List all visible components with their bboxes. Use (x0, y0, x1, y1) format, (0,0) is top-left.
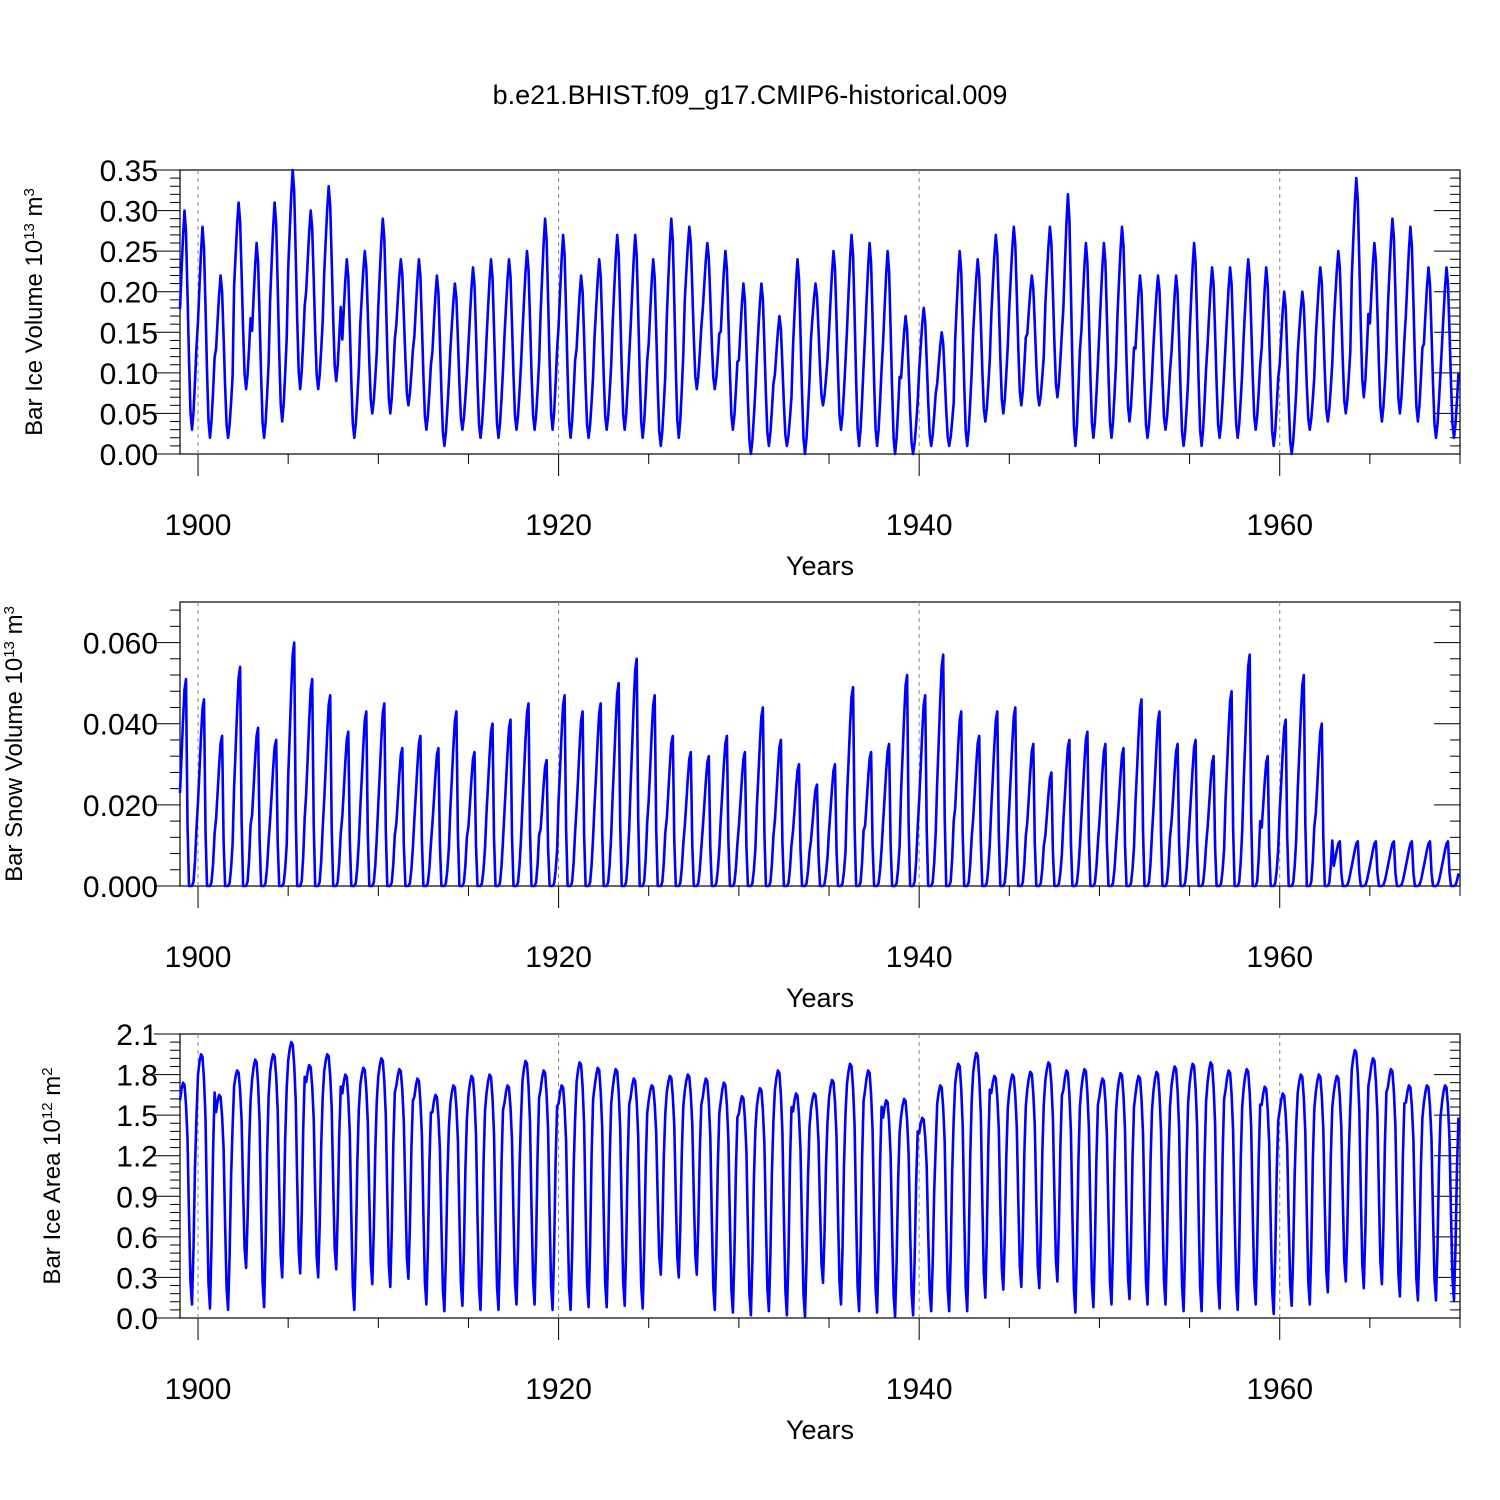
y-tick-label: 0.05 (100, 398, 158, 431)
y-axis-unit-power: 3 (1, 606, 18, 614)
series-line-snow-volume (178, 641, 1460, 888)
x-tick-label: 1940 (886, 509, 953, 542)
x-tick-label: 1920 (525, 1373, 592, 1406)
y-axis-title: Bar Snow Volume 1013 m3 (1, 606, 29, 882)
y-tick-label: 0.00 (100, 439, 158, 472)
y-axis-unit: m (39, 1076, 66, 1103)
y-axis-unit-exponent: 13 (21, 223, 38, 240)
y-tick-label: 0.060 (83, 628, 158, 661)
x-axis-title: Years (786, 1415, 854, 1445)
y-tick-label: 1.8 (116, 1060, 158, 1093)
y-tick-label: 0.30 (100, 196, 158, 229)
plot-frame-ice-volume (179, 169, 1461, 455)
x-tick-label: 1960 (1246, 509, 1313, 542)
y-axis-unit-exponent: 13 (1, 641, 18, 658)
page-title: b.e21.BHIST.f09_g17.CMIP6-historical.009 (492, 80, 1008, 110)
x-tick-label: 1940 (886, 941, 953, 974)
y-tick-label: 0.020 (83, 790, 158, 823)
series-line-ice-volume (178, 168, 1460, 456)
y-tick-label: 0.25 (100, 236, 158, 269)
y-axis-unit: m (21, 196, 48, 223)
x-tick-label: 1960 (1246, 941, 1313, 974)
x-tick-label: 1920 (525, 509, 592, 542)
y-axis-title-text: Bar Ice Area 10 (39, 1119, 66, 1284)
y-axis-title: Bar Ice Volume 1013 m3 (21, 188, 49, 436)
y-tick-label: 0.000 (83, 871, 158, 904)
x-axis-title: Years (786, 551, 854, 581)
y-axis-title-text: Bar Snow Volume 10 (1, 658, 28, 882)
plot-frame-ice-area (179, 1033, 1461, 1319)
y-tick-label: 2.1 (116, 1019, 158, 1052)
y-axis-unit-exponent: 12 (39, 1102, 56, 1119)
y-tick-label: 1.2 (116, 1141, 158, 1174)
y-tick-label: 0.9 (116, 1181, 158, 1214)
y-axis-unit: m (1, 614, 28, 641)
y-axis-unit-power: 2 (39, 1067, 56, 1075)
y-tick-label: 1.5 (116, 1100, 158, 1133)
y-axis-title-text: Bar Ice Volume 10 (21, 240, 48, 436)
x-tick-label: 1920 (525, 941, 592, 974)
y-tick-label: 0.040 (83, 709, 158, 742)
y-tick-label: 0.35 (100, 155, 158, 188)
series-line-ice-area (178, 1040, 1460, 1318)
y-tick-label: 0.10 (100, 358, 158, 391)
x-tick-label: 1900 (165, 1373, 232, 1406)
y-tick-label: 0.6 (116, 1222, 158, 1255)
y-tick-label: 0.15 (100, 317, 158, 350)
x-axis-title: Years (786, 983, 854, 1013)
x-tick-label: 1940 (886, 1373, 953, 1406)
y-tick-label: 0.0 (116, 1303, 158, 1336)
y-axis-title: Bar Ice Area 1012 m2 (39, 1067, 67, 1284)
y-tick-label: 0.20 (100, 277, 158, 310)
x-tick-label: 1960 (1246, 1373, 1313, 1406)
x-tick-label: 1900 (165, 509, 232, 542)
y-axis-unit-power: 3 (21, 188, 38, 196)
x-tick-label: 1900 (165, 941, 232, 974)
y-tick-label: 0.3 (116, 1262, 158, 1295)
